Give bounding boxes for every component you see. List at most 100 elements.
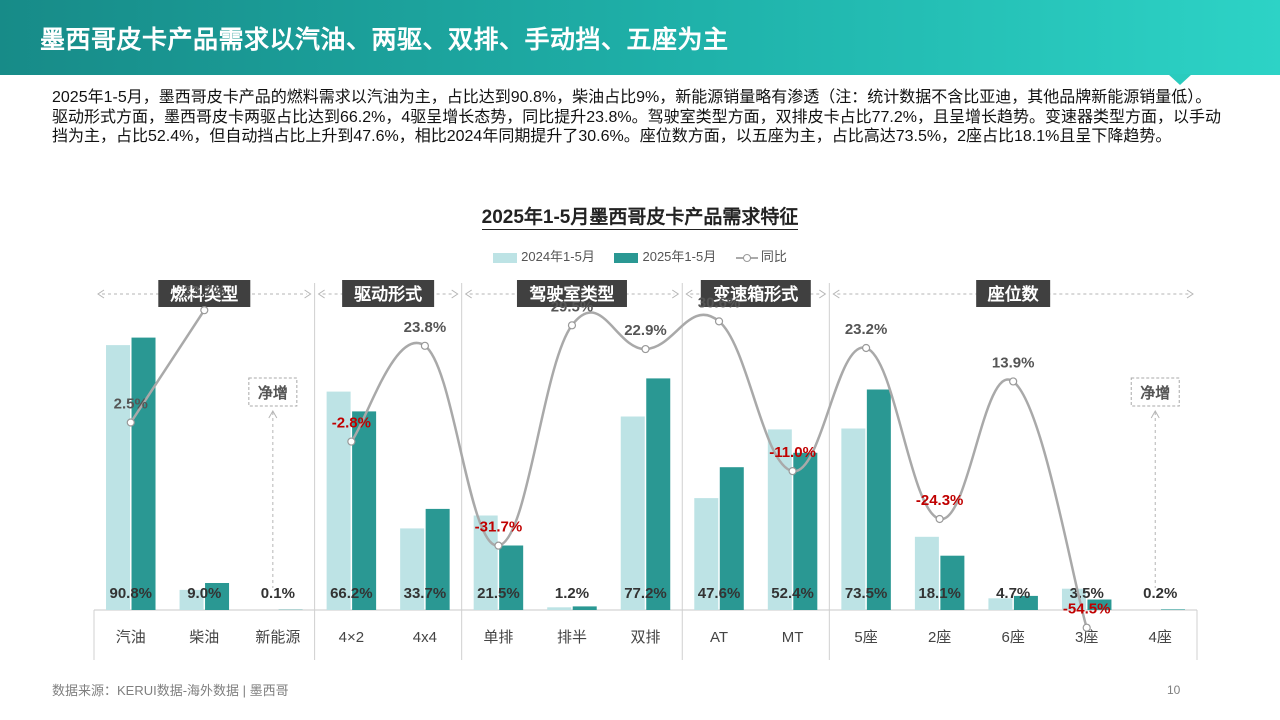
yoy-point xyxy=(567,321,577,330)
bar-2024 xyxy=(620,416,645,610)
share-label: 0.1% xyxy=(261,585,295,602)
share-label: 73.5% xyxy=(845,585,888,602)
bar-2025 xyxy=(866,389,891,610)
header-notch xyxy=(1168,74,1192,85)
group-span-arrow-left xyxy=(832,289,840,299)
net-increase-arrow-head xyxy=(1150,409,1160,419)
category-label: MT xyxy=(782,629,804,646)
yoy-point xyxy=(861,343,871,353)
group-span-arrow-left xyxy=(464,289,472,299)
yoy-label: 30.6% xyxy=(698,294,741,311)
bar-2024 xyxy=(694,498,719,610)
group-tag-label: 变速箱形式 xyxy=(713,284,798,304)
yoy-point xyxy=(788,467,797,476)
yoy-point xyxy=(1009,377,1018,386)
bar-2024 xyxy=(547,607,572,610)
bar-2025 xyxy=(572,606,597,610)
legend-item-yoy: 同比 xyxy=(735,246,787,265)
group-tag-box xyxy=(516,280,627,307)
legend-swatch-2025 xyxy=(614,252,639,263)
bar-2024 xyxy=(914,536,939,610)
category-label: 汽油 xyxy=(116,629,146,646)
yoy-point xyxy=(126,418,135,427)
bar-2024 xyxy=(106,345,131,610)
group-tag-box xyxy=(158,280,251,307)
bar-2025 xyxy=(499,545,524,610)
legend-swatch-2024 xyxy=(493,252,518,263)
category-label: 2座 xyxy=(928,629,951,646)
category-label: 排半 xyxy=(557,629,587,646)
category-label: 柴油 xyxy=(189,629,219,646)
yoy-point xyxy=(347,437,356,446)
legend-label-2024: 2024年1-5月 xyxy=(521,249,595,264)
group-span-arrow-right xyxy=(1186,289,1194,299)
yoy-point xyxy=(420,341,429,350)
yoy-label: -54.5% xyxy=(1063,601,1111,618)
bar-2025 xyxy=(1160,609,1185,610)
bar-2024 xyxy=(179,589,204,610)
yoy-point xyxy=(494,541,503,550)
share-label: 9.0% xyxy=(187,585,221,602)
group-tag-box xyxy=(700,280,811,307)
group-tag-label: 驱动形式 xyxy=(354,284,422,304)
yoy-line xyxy=(129,309,206,424)
legend-item-2024: 2024年1-5月 xyxy=(493,246,595,265)
group-span-arrow-right xyxy=(671,289,680,299)
net-increase-label: 净增 xyxy=(258,384,288,402)
bar-2024 xyxy=(473,515,498,610)
chart-title-wrap: 2025年1-5月墨西哥皮卡产品需求特征 xyxy=(0,202,1280,230)
group-span-arrow-right xyxy=(451,289,459,299)
category-label: 4×2 xyxy=(339,629,364,646)
share-label: 77.2% xyxy=(624,585,667,602)
bar-2024 xyxy=(988,598,1013,610)
yoy-label: -2.8% xyxy=(332,415,371,432)
bar-2025 xyxy=(131,337,156,610)
group-span-arrow-left xyxy=(97,289,105,299)
bar-2024 xyxy=(400,528,425,610)
share-label: 66.2% xyxy=(330,585,373,602)
yoy-label: -31.7% xyxy=(475,519,523,536)
bar-2025 xyxy=(793,452,818,610)
legend-line-yoy xyxy=(735,253,758,263)
yoy-point xyxy=(935,514,944,524)
share-label: 90.8% xyxy=(109,585,152,602)
group-span-arrow-right xyxy=(819,289,827,299)
group-tag-box xyxy=(342,280,435,307)
header-banner: 墨西哥皮卡产品需求以汽油、两驱、双排、手动挡、五座为主 xyxy=(0,0,1280,75)
net-increase-arrow-head xyxy=(268,409,278,419)
yoy-label: 23.8% xyxy=(404,319,447,336)
chart-title: 2025年1-5月墨西哥皮卡产品需求特征 xyxy=(481,207,799,230)
yoy-point xyxy=(1082,623,1091,632)
category-label: 3座 xyxy=(1075,629,1098,646)
yoy-point xyxy=(641,344,650,354)
net-increase-label: 净增 xyxy=(1140,384,1170,402)
share-label: 52.4% xyxy=(771,585,814,602)
category-label: 6座 xyxy=(1001,629,1024,646)
bar-2025 xyxy=(1013,595,1038,610)
share-label: 18.1% xyxy=(918,585,961,602)
yoy-point xyxy=(200,306,209,315)
group-span-arrow-left xyxy=(685,289,693,299)
share-label: 4.7% xyxy=(996,585,1030,602)
share-label: 0.2% xyxy=(1143,585,1177,602)
category-label: 5座 xyxy=(854,629,877,646)
yoy-point xyxy=(714,317,724,326)
group-tag-box xyxy=(976,280,1051,307)
summary-text: 2025年1-5月，墨西哥皮卡产品的燃料需求以汽油为主，占比达到90.8%，柴油… xyxy=(52,89,1222,145)
yoy-line xyxy=(350,311,1088,629)
yoy-label: -11.0% xyxy=(769,444,816,461)
share-label: 1.2% xyxy=(555,585,589,602)
chart-legend: 2024年1-5月 2025年1-5月 同比 xyxy=(0,246,1280,265)
yoy-label: 29.5% xyxy=(551,298,594,315)
bar-2025 xyxy=(940,555,965,610)
page-number: 10 xyxy=(1167,683,1181,697)
net-increase-box xyxy=(1130,377,1180,407)
group-span-arrow-left xyxy=(317,289,325,299)
legend-item-2025: 2025年1-5月 xyxy=(614,246,716,265)
category-label: AT xyxy=(710,629,728,646)
share-label: 21.5% xyxy=(477,585,520,602)
share-label: 47.6% xyxy=(698,585,741,602)
share-label: 33.7% xyxy=(404,585,447,602)
legend-label-yoy: 同比 xyxy=(760,249,787,264)
